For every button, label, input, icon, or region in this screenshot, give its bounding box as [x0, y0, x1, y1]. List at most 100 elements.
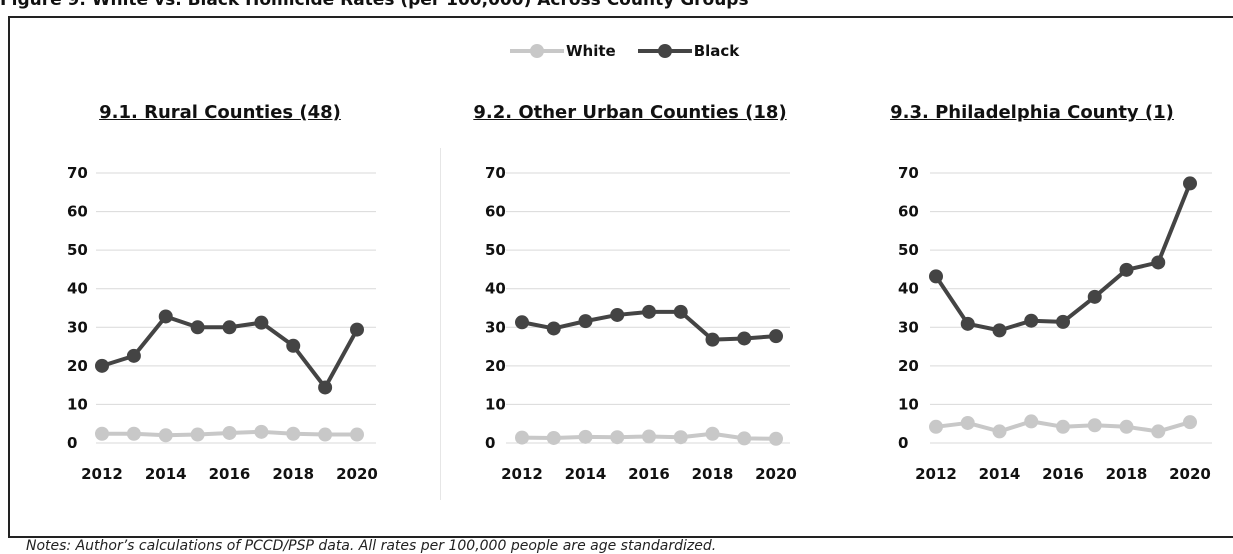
data-point-philadelphia-black-2013	[960, 316, 975, 331]
y-tick-rural-70: 70	[67, 164, 88, 182]
panel-divider	[440, 148, 441, 500]
data-point-philadelphia-black-2020	[1183, 176, 1197, 191]
legend-swatch-black	[637, 44, 692, 58]
y-tick-philadelphia-60: 60	[898, 203, 919, 221]
y-tick-other-urban-30: 30	[485, 318, 506, 336]
legend-label-white: White	[566, 42, 616, 60]
figure-notes: Notes: Author’s calculations of PCCD/PSP…	[26, 538, 717, 554]
legend-label-black: Black	[693, 42, 740, 60]
data-point-rural-white-2020	[350, 427, 364, 442]
data-point-other-urban-white-2012	[515, 430, 529, 445]
data-point-philadelphia-white-2017	[1087, 418, 1102, 433]
legend-item-white: White	[508, 41, 616, 61]
y-tick-philadelphia-40: 40	[898, 280, 919, 298]
y-tick-rural-50: 50	[67, 241, 88, 259]
x-tick-rural-2014: 2014	[145, 465, 187, 483]
x-tick-rural-2012: 2012	[81, 465, 123, 483]
data-point-rural-white-2016	[222, 425, 237, 440]
x-tick-other-urban-2014: 2014	[565, 465, 607, 483]
y-tick-other-urban-70: 70	[485, 164, 506, 182]
panel-title-other-urban: 9.2. Other Urban Counties (18)	[473, 102, 787, 123]
y-tick-rural-0: 0	[67, 434, 77, 452]
x-tick-philadelphia-2012: 2012	[915, 465, 957, 483]
data-point-rural-white-2019	[318, 427, 333, 442]
x-tick-other-urban-2020: 2020	[755, 465, 797, 483]
data-point-philadelphia-black-2016	[1056, 314, 1070, 329]
data-point-other-urban-white-2018	[705, 426, 720, 441]
data-point-other-urban-black-2014	[578, 314, 593, 329]
y-tick-other-urban-10: 10	[485, 395, 506, 413]
data-point-philadelphia-black-2018	[1119, 262, 1134, 277]
x-tick-rural-2018: 2018	[272, 465, 314, 483]
data-point-other-urban-black-2019	[737, 331, 752, 346]
data-point-rural-black-2020	[350, 322, 364, 337]
x-tick-philadelphia-2020: 2020	[1169, 465, 1211, 483]
data-point-rural-white-2014	[158, 428, 173, 443]
data-point-rural-black-2018	[286, 338, 301, 353]
data-point-philadelphia-black-2012	[929, 269, 943, 284]
data-point-philadelphia-white-2019	[1151, 424, 1166, 439]
y-tick-rural-20: 20	[67, 357, 88, 375]
data-point-rural-black-2015	[190, 320, 205, 335]
data-point-rural-white-2018	[286, 426, 301, 441]
data-point-other-urban-white-2013	[546, 430, 561, 445]
data-point-philadelphia-white-2014	[992, 424, 1007, 439]
data-point-other-urban-black-2012	[515, 315, 529, 330]
y-tick-philadelphia-30: 30	[898, 318, 919, 336]
y-tick-philadelphia-70: 70	[898, 164, 919, 182]
data-point-other-urban-white-2019	[737, 431, 752, 446]
panel-title-rural: 9.1. Rural Counties (48)	[99, 102, 341, 123]
data-point-other-urban-black-2018	[705, 332, 720, 347]
data-point-rural-black-2019	[318, 380, 333, 395]
data-point-rural-black-2016	[222, 320, 237, 335]
data-point-other-urban-black-2016	[642, 304, 656, 319]
data-point-philadelphia-white-2016	[1056, 419, 1070, 434]
data-point-other-urban-white-2020	[769, 431, 783, 446]
data-point-philadelphia-white-2018	[1119, 419, 1134, 434]
legend: White Black	[508, 38, 759, 64]
y-tick-other-urban-50: 50	[485, 241, 506, 259]
data-point-philadelphia-white-2015	[1024, 414, 1039, 429]
y-tick-philadelphia-0: 0	[898, 434, 908, 452]
data-point-rural-black-2017	[254, 315, 269, 330]
y-tick-rural-40: 40	[67, 280, 88, 298]
x-tick-philadelphia-2018: 2018	[1106, 465, 1148, 483]
y-tick-philadelphia-10: 10	[898, 395, 919, 413]
figure-frame	[8, 16, 1233, 538]
x-tick-rural-2020: 2020	[336, 465, 378, 483]
data-point-philadelphia-black-2017	[1087, 289, 1102, 304]
x-tick-rural-2016: 2016	[209, 465, 251, 483]
data-point-other-urban-white-2016	[642, 429, 656, 444]
data-point-rural-black-2012	[95, 358, 109, 373]
data-point-other-urban-black-2013	[546, 321, 561, 336]
data-point-other-urban-white-2014	[578, 429, 593, 444]
data-point-philadelphia-white-2013	[960, 415, 975, 430]
legend-swatch-white	[510, 44, 564, 58]
data-point-philadelphia-white-2020	[1183, 415, 1197, 430]
legend-item-black: Black	[636, 41, 740, 61]
series-line-philadelphia-black	[934, 182, 1192, 333]
y-tick-other-urban-20: 20	[485, 357, 506, 375]
y-tick-other-urban-60: 60	[485, 203, 506, 221]
data-point-philadelphia-black-2014	[992, 323, 1007, 338]
data-point-rural-white-2013	[126, 426, 141, 441]
data-point-rural-white-2017	[254, 424, 269, 439]
x-tick-other-urban-2012: 2012	[501, 465, 543, 483]
x-tick-philadelphia-2016: 2016	[1042, 465, 1084, 483]
data-point-other-urban-black-2020	[769, 329, 783, 344]
data-point-rural-white-2015	[190, 427, 205, 442]
y-tick-rural-10: 10	[67, 395, 88, 413]
panel-title-philadelphia: 9.3. Philadelphia County (1)	[890, 102, 1174, 123]
data-point-other-urban-black-2015	[610, 307, 625, 322]
data-point-other-urban-white-2017	[673, 430, 688, 445]
data-point-other-urban-white-2015	[610, 430, 625, 445]
data-point-philadelphia-white-2012	[929, 419, 943, 434]
data-point-rural-black-2013	[126, 348, 141, 363]
y-tick-other-urban-0: 0	[485, 434, 495, 452]
data-point-rural-black-2014	[158, 309, 173, 324]
data-point-philadelphia-black-2015	[1024, 313, 1039, 328]
y-tick-philadelphia-20: 20	[898, 357, 919, 375]
y-tick-other-urban-40: 40	[485, 280, 506, 298]
x-tick-philadelphia-2014: 2014	[979, 465, 1021, 483]
